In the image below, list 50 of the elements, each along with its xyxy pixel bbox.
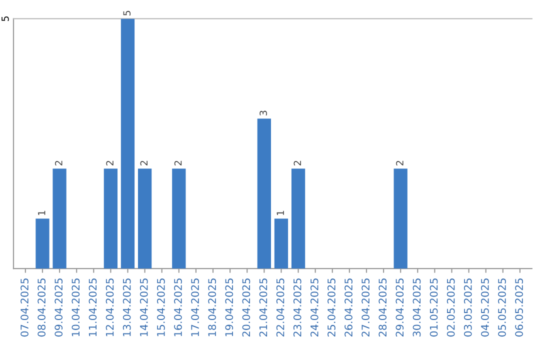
- x-tick-label: 09.04.2025: [54, 278, 63, 337]
- data-label: 2: [140, 160, 148, 166]
- x-tick-label: 29.04.2025: [396, 278, 404, 337]
- x-tick-label: 16.04.2025: [174, 278, 182, 336]
- data-label: 2: [396, 160, 404, 166]
- bar: [120, 18, 135, 269]
- x-tick-label: 27.04.2025: [362, 278, 370, 337]
- x-tick-label: 13.04.2025: [122, 278, 131, 336]
- x-tick-label: 22.04.2025: [276, 278, 284, 337]
- bar: [36, 218, 50, 269]
- x-tick-label: 17.04.2025: [191, 278, 199, 336]
- bar: [138, 168, 152, 269]
- x-tick-label: 21.04.2025: [259, 278, 268, 337]
- x-tick-label: 07.04.2025: [20, 278, 28, 337]
- data-label: 1: [276, 210, 284, 216]
- bar: [394, 168, 408, 269]
- bar: [274, 218, 288, 269]
- x-tick-label: 01.05.2025: [430, 278, 438, 337]
- x-tick-label: 30.04.2025: [412, 278, 421, 336]
- data-label: 2: [294, 160, 301, 166]
- data-label: 2: [106, 160, 114, 166]
- data-label: 2: [55, 160, 62, 166]
- x-tick-label: 04.05.2025: [481, 278, 489, 337]
- x-tick-label: 18.04.2025: [208, 278, 216, 336]
- bar: [257, 118, 271, 269]
- x-tick-label: 06.05.2025: [515, 278, 523, 337]
- x-tick-label: 25.04.2025: [328, 278, 336, 337]
- data-label: 1: [38, 210, 46, 216]
- bar: [104, 168, 118, 269]
- x-tick-label: 19.04.2025: [225, 278, 234, 336]
- x-tick-label: 08.04.2025: [38, 278, 46, 337]
- data-label: 5: [123, 10, 131, 16]
- bar: [172, 168, 186, 269]
- x-tick-label: 24.04.2025: [310, 278, 318, 337]
- x-tick-label: 02.05.2025: [446, 278, 455, 337]
- x-tick-label: 20.04.2025: [242, 278, 250, 337]
- bar: [52, 168, 66, 269]
- data-label: 3: [260, 110, 267, 116]
- x-tick-label: 14.04.2025: [140, 278, 148, 336]
- x-tick-label: 11.04.2025: [88, 278, 97, 336]
- x-tick-label: 10.04.2025: [72, 278, 80, 336]
- x-tick-label: 05.05.2025: [498, 278, 506, 337]
- x-tick-label: 23.04.2025: [293, 278, 302, 337]
- x-tick-label: 26.04.2025: [344, 278, 352, 337]
- x-tick-label: 03.05.2025: [464, 278, 472, 337]
- x-tick-label: 15.04.2025: [157, 278, 165, 336]
- x-tick-label: 12.04.2025: [106, 278, 114, 336]
- data-label: 2: [174, 160, 182, 166]
- bar: [291, 168, 306, 269]
- x-tick-label: 28.04.2025: [378, 278, 387, 337]
